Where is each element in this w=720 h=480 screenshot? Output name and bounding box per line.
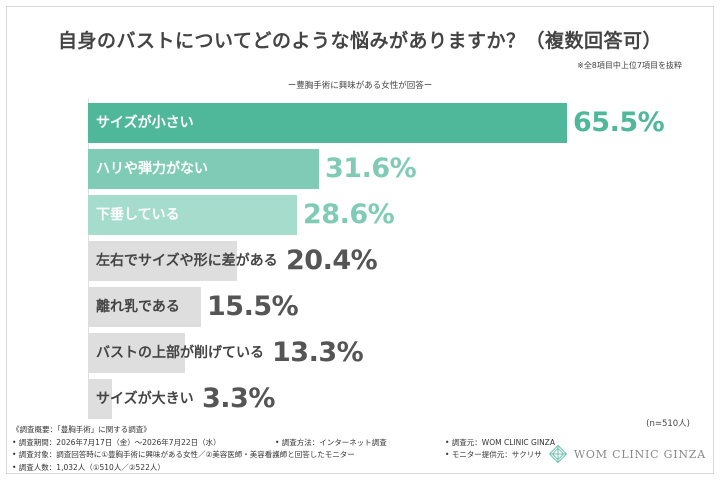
footer-method: • 調査方法：インターネット調査 (275, 437, 387, 447)
logo-text: WOM CLINIC GINZA (573, 447, 706, 461)
bar (88, 287, 201, 327)
bar-value-label: 20.4% (286, 245, 378, 276)
footer-overview: 《調査概要：「豊胸手術」に関する調査》 (12, 425, 151, 434)
bar (88, 241, 237, 281)
survey-footer: 《調査概要：「豊胸手術」に関する調査》 • 調査期間：2026年7月17日（金）… (12, 424, 555, 474)
footer-provider: • モニター提供元：サクリサ (445, 450, 542, 459)
footer-source: • 調査元：WOM CLINIC GINZA (445, 437, 555, 447)
sample-size: (n=510人) (646, 419, 690, 429)
bar (88, 149, 319, 189)
bar-value-label: 13.3% (272, 337, 364, 368)
bar-category-label: サイズが小さい (96, 115, 194, 131)
footer-count: • 調査人数：1,032人（①510人／②522人） (12, 462, 165, 472)
bar-value-label: 3.3% (202, 383, 275, 414)
logo-mark-icon (548, 444, 568, 464)
chart-subtitle: ー豊胸手術に興味がある女性が回答ー (287, 81, 433, 91)
chart-note: ※全8項目中上位7項目を抜粋 (577, 61, 682, 70)
bar (88, 103, 567, 143)
bar-category-label: 離れ乳である (96, 299, 180, 315)
footer-period: • 調査期間：2026年7月17日（金）〜2026年7月22日（水） (12, 437, 221, 447)
bar-category-label: 下垂している (96, 207, 180, 223)
clinic-logo: WOM CLINIC GINZA (547, 443, 706, 465)
bar-value-label: 31.6% (325, 153, 417, 184)
bar-value-label: 15.5% (207, 291, 299, 322)
footer-target: • 調査対象：調査回答時に①豊胸手術に興味がある女性／②美容医師・美容看護師と回… (12, 450, 355, 459)
bar-category-label: 左右でサイズや形に差がある (96, 253, 278, 269)
bar (88, 379, 112, 419)
bar (88, 195, 297, 235)
chart-frame (6, 6, 714, 474)
bar (88, 333, 185, 373)
bar-category-label: サイズが大きい (96, 391, 194, 407)
bar-category-label: バストの上部が削げている (96, 345, 264, 361)
bar-value-label: 28.6% (303, 199, 395, 230)
bar-value-label: 65.5% (573, 107, 665, 138)
chart-title: 自身のバストについてどのような悩みがありますか？（複数回答可） (58, 30, 662, 52)
bar-category-label: ハリや弾力がない (96, 161, 208, 177)
